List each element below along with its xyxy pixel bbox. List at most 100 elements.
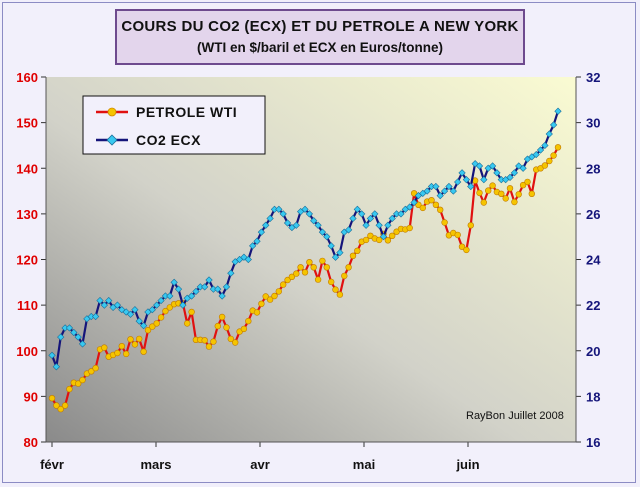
ecx-point <box>488 162 497 170</box>
ecx-point <box>179 301 187 309</box>
x-axis-label: mai <box>353 457 375 472</box>
wti-point <box>122 350 130 358</box>
wti-point <box>114 349 121 357</box>
wti-point <box>428 197 435 204</box>
wti-point <box>467 222 474 229</box>
wti-point <box>458 243 466 250</box>
wti-point <box>362 236 370 244</box>
ecx-point <box>506 173 514 181</box>
wti-point <box>258 300 265 307</box>
ecx-point <box>440 187 449 195</box>
wti-point <box>476 189 483 197</box>
wti-point <box>541 162 549 169</box>
wti-point <box>201 337 208 344</box>
ecx-point <box>214 285 222 293</box>
ecx-point <box>65 324 74 332</box>
wti-point <box>314 276 322 283</box>
x-axis-label: févr <box>40 457 64 472</box>
wti-point <box>61 402 69 409</box>
ecx-point <box>135 317 143 325</box>
ecx-point <box>371 210 379 218</box>
ecx-point <box>310 217 318 225</box>
wti-point <box>127 336 134 343</box>
wti-point <box>188 308 195 316</box>
ecx-point <box>436 192 444 200</box>
ecx-point <box>170 278 178 286</box>
ecx-point <box>283 219 292 227</box>
left-axis-tick-label: 110 <box>17 298 38 313</box>
wti-point <box>79 376 86 384</box>
wti-point <box>184 320 191 327</box>
wti-point <box>489 182 496 189</box>
ecx-point <box>314 221 322 229</box>
ecx-point <box>222 283 231 291</box>
left-axis-tick-label: 80 <box>24 435 38 450</box>
ecx-point <box>305 210 313 218</box>
ecx-point <box>327 242 335 250</box>
ecx-point <box>240 253 248 261</box>
series-wti <box>48 144 562 413</box>
ecx-point <box>423 187 431 195</box>
ecx-point <box>249 242 257 250</box>
wti-point <box>310 264 317 271</box>
right-axis-tick-label: 24 <box>586 253 601 268</box>
ecx-point <box>257 228 266 236</box>
wti-point <box>284 276 291 284</box>
ecx-point <box>57 333 65 341</box>
wti-point <box>419 204 426 212</box>
right-axis-tick-label: 20 <box>586 344 600 359</box>
wti-point <box>271 292 278 300</box>
ecx-point <box>554 107 562 115</box>
wti-point <box>301 269 309 276</box>
ecx-point <box>366 214 375 223</box>
ecx-point <box>462 176 471 184</box>
wti-point <box>502 195 509 202</box>
ecx-point <box>432 182 440 191</box>
wti-point <box>332 286 339 293</box>
ecx-point <box>331 253 340 261</box>
wti-point <box>253 309 261 316</box>
wti-point <box>554 144 562 151</box>
ecx-point <box>292 221 300 229</box>
wti-point <box>101 344 108 351</box>
ecx-point <box>449 187 457 195</box>
wti-point <box>441 219 448 226</box>
wti-point <box>511 198 518 206</box>
ecx-point <box>153 301 161 309</box>
wti-point <box>218 313 226 321</box>
wti-point <box>546 157 553 165</box>
wti-point <box>118 343 126 350</box>
ecx-point <box>358 210 366 218</box>
wti-point <box>157 314 165 321</box>
ecx-point <box>192 287 200 296</box>
legend: PETROLE WTI CO2 ECX <box>82 95 266 155</box>
wti-point <box>528 190 535 198</box>
left-axis-tick-label: 140 <box>16 161 38 176</box>
ecx-point <box>510 169 519 177</box>
ecx-point <box>166 292 174 300</box>
wti-point <box>480 199 487 206</box>
legend-box <box>82 95 266 155</box>
ecx-point <box>279 210 287 218</box>
ecx-point <box>550 121 558 129</box>
left-axis-tick-label: 120 <box>16 253 38 268</box>
wti-point <box>293 270 300 277</box>
ecx-point <box>515 162 523 170</box>
ecx-point <box>131 306 139 314</box>
ecx-point <box>458 169 466 177</box>
ecx-point <box>362 221 370 229</box>
wti-point <box>74 380 82 387</box>
wti-point <box>266 296 274 303</box>
wti-point <box>288 273 296 280</box>
ecx-point <box>475 162 484 170</box>
ecx-point <box>323 233 331 241</box>
wti-point <box>227 335 235 343</box>
wti-point <box>354 247 361 255</box>
ecx-point <box>467 182 475 191</box>
right-axis-tick-label: 16 <box>586 435 600 450</box>
wti-point <box>144 327 152 334</box>
wti-point <box>376 236 383 244</box>
right-axis-tick-label: 32 <box>586 70 600 85</box>
ecx-point <box>397 210 405 218</box>
wti-point <box>131 341 139 348</box>
